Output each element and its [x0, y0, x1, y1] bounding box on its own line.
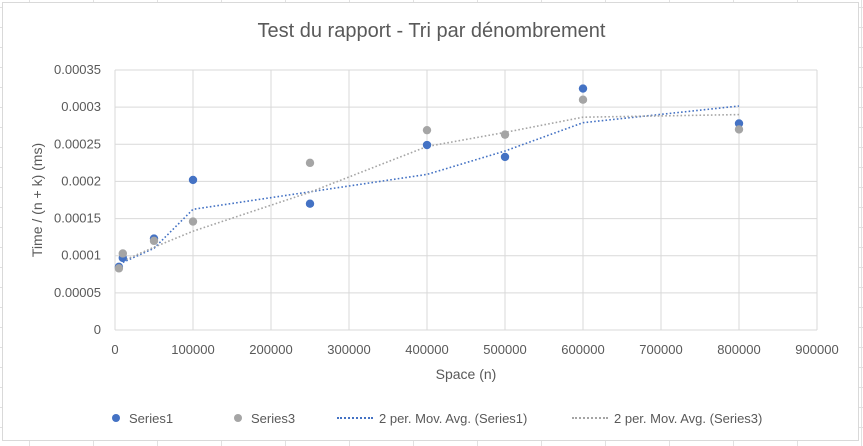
x-tick-label: 900000	[795, 342, 838, 357]
data-point-series1	[734, 119, 744, 128]
legend-item-trend-series3: 2 per. Mov. Avg. (Series3)	[572, 408, 762, 428]
x-tick-label: 400000	[405, 342, 448, 357]
data-point-series1	[188, 175, 198, 185]
x-tick-label: 100000	[171, 342, 214, 357]
y-tick-label: 0.00005	[54, 285, 101, 300]
data-point-series3	[422, 125, 432, 135]
y-tick-label: 0.00025	[54, 136, 101, 151]
y-tick-label: 0.0001	[61, 248, 101, 263]
legend-trend-series3-label: 2 per. Mov. Avg. (Series3)	[614, 410, 763, 426]
chart-legend: Series1 Series3 2 per. Mov. Avg. (Series…	[0, 408, 863, 428]
legend-series1-label: Series1	[129, 410, 174, 426]
data-point-series3	[188, 217, 198, 226]
legend-item-series1: Series1	[112, 408, 173, 428]
x-tick-label: 500000	[483, 342, 526, 357]
y-tick-label: 0.0002	[61, 173, 101, 188]
y-axis-title: Time / (n + k) (ms)	[29, 143, 45, 257]
legend-series1-marker	[112, 414, 120, 422]
data-point-series1	[422, 140, 432, 150]
data-point-series3	[114, 264, 124, 273]
legend-trend-series1-label: 2 per. Mov. Avg. (Series1)	[379, 410, 528, 426]
y-tick-label: 0.0003	[61, 99, 101, 114]
legend-trend-series1-line	[337, 417, 373, 419]
legend-series3-label: Series3	[251, 410, 296, 426]
trendline-series3	[122, 113, 740, 262]
data-point-series3	[305, 158, 315, 168]
x-tick-label: 700000	[639, 342, 682, 357]
data-point-series1	[305, 199, 315, 208]
data-point-series3	[118, 249, 128, 258]
x-tick-label: 200000	[249, 342, 292, 357]
data-point-series1	[578, 84, 588, 93]
data-point-series3	[734, 125, 744, 134]
x-tick-label: 800000	[717, 342, 760, 357]
legend-item-series3: Series3	[234, 408, 295, 428]
x-tick-label: 0	[111, 342, 118, 357]
x-tick-label: 600000	[561, 342, 604, 357]
chart-title: Test du rapport - Tri par dénombrement	[257, 20, 606, 42]
trendline-series1	[122, 105, 740, 264]
legend-trend-series3-line	[572, 417, 608, 419]
data-point-series3	[500, 130, 510, 139]
chart-area[interactable]	[2, 2, 859, 441]
data-point-series1	[500, 152, 510, 162]
data-point-series3	[578, 95, 588, 104]
y-tick-label: 0	[94, 322, 101, 337]
legend-series3-marker	[234, 414, 242, 422]
y-tick-label: 0.00035	[54, 62, 101, 77]
data-point-series3	[149, 236, 159, 246]
y-tick-label: 0.00015	[54, 211, 101, 226]
x-tick-label: 300000	[327, 342, 370, 357]
legend-item-trend-series1: 2 per. Mov. Avg. (Series1)	[337, 408, 527, 428]
x-axis-title: Space (n)	[436, 366, 497, 382]
